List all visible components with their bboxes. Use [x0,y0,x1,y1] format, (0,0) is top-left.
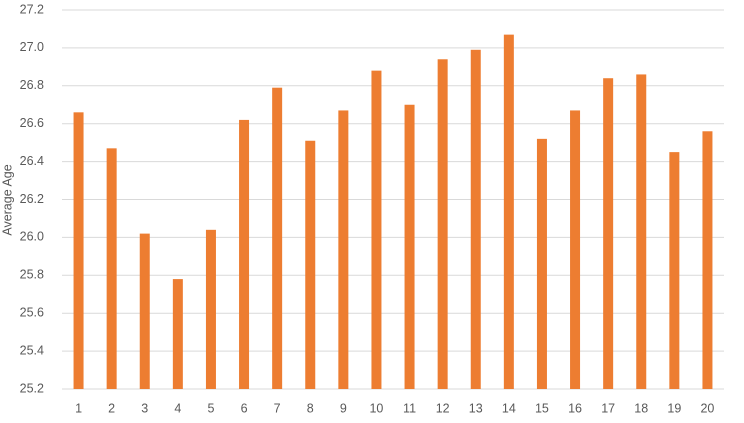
bar [239,119,250,389]
y-tick-label: 26.6 [20,116,44,130]
y-tick-label: 25.2 [20,381,44,395]
y-tick-label: 25.6 [20,305,44,319]
bar [172,279,183,389]
x-tick-label: 19 [667,401,681,415]
y-tick-label: 26.8 [20,78,44,92]
bar [106,148,117,389]
bar [139,233,150,389]
x-tick-label: 1 [75,401,82,415]
bar [503,34,514,389]
x-tick-label: 4 [174,401,181,415]
y-tick-label: 27.0 [20,40,44,54]
bar [470,49,481,390]
bar [603,78,614,389]
bar [338,110,349,389]
y-tick-label: 25.8 [20,268,44,282]
bar [636,74,647,390]
bar [437,59,448,390]
x-tick-label: 5 [207,401,214,415]
y-tick-label: 26.2 [20,192,44,206]
x-tick-label: 17 [601,401,615,415]
y-axis-title: Average Age [0,164,14,235]
bar [371,70,382,389]
bar [570,110,581,389]
bar [305,140,316,389]
y-tick-label: 26.4 [20,154,44,168]
x-tick-label: 11 [403,401,416,415]
x-tick-label: 20 [700,401,714,415]
x-tick-label: 13 [469,401,483,415]
bar [669,152,680,389]
x-tick-label: 7 [274,401,281,415]
x-tick-label: 16 [568,401,582,415]
bar [536,138,547,389]
y-tick-label: 25.4 [20,343,44,357]
bar [73,112,84,389]
bar [272,87,283,389]
x-tick-label: 15 [535,401,549,415]
bar [702,131,713,389]
x-tick-label: 8 [307,401,314,415]
y-tick-label: 27.2 [20,2,44,16]
x-tick-label: 12 [436,401,450,415]
x-tick-label: 9 [340,401,347,415]
x-tick-label: 6 [241,401,248,415]
x-tick-label: 3 [141,401,148,415]
x-tick-label: 2 [108,401,115,415]
y-tick-label: 26.0 [20,230,44,244]
bar [205,229,216,389]
x-tick-label: 14 [502,401,516,415]
bar [404,104,415,389]
x-tick-label: 10 [369,401,383,415]
x-tick-label: 18 [634,401,648,415]
